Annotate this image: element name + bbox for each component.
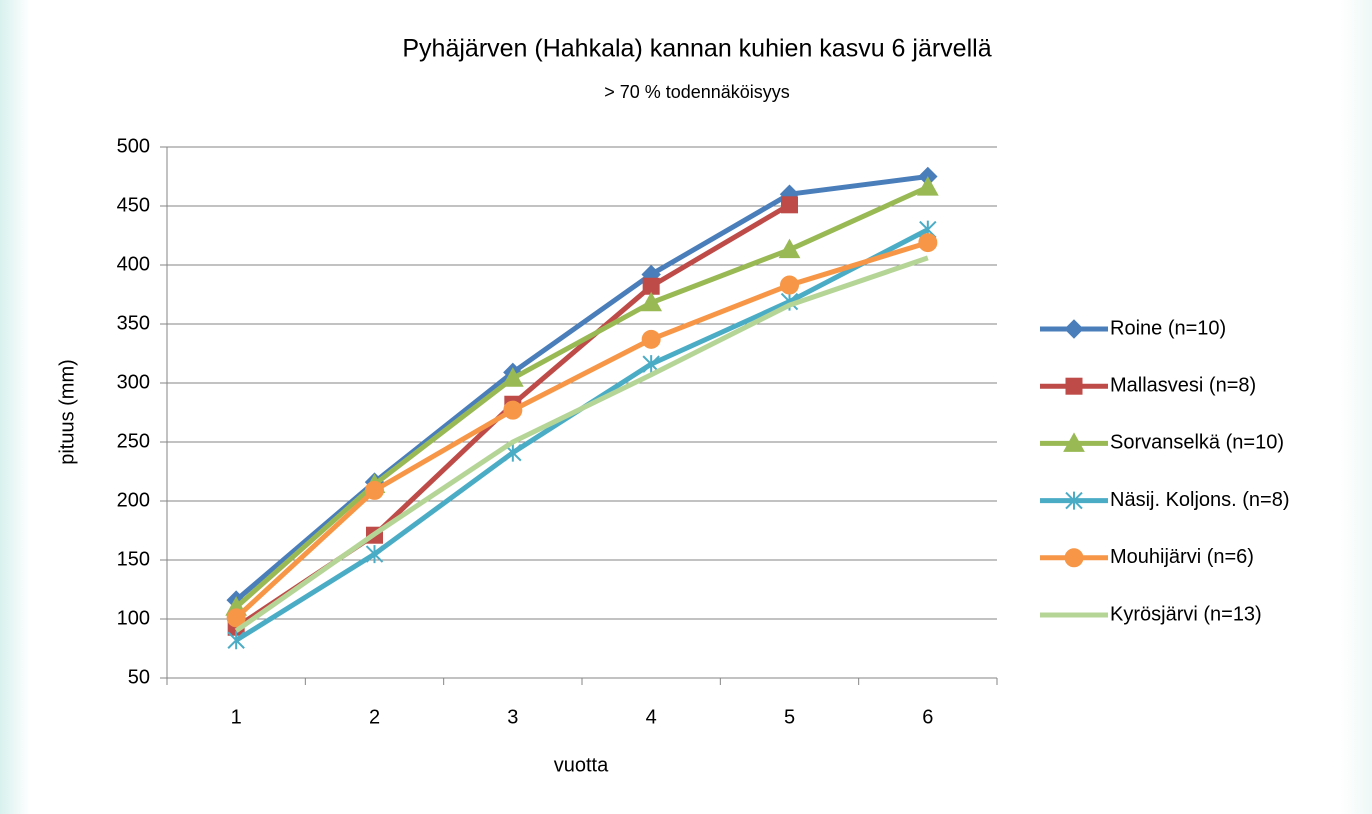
legend-label: Mallasvesi (n=8) xyxy=(1110,374,1256,396)
x-tick-label: 6 xyxy=(922,706,933,728)
legend-marker xyxy=(1064,548,1084,568)
series-line xyxy=(234,240,929,620)
y-tick-label: 100 xyxy=(117,607,150,629)
series-line xyxy=(234,174,929,603)
series-line xyxy=(234,184,929,610)
point-marker xyxy=(365,480,384,500)
chart-subtitle: > 70 % todennäköisyys xyxy=(604,82,790,102)
legend-label: Mouhijärvi (n=6) xyxy=(1110,546,1254,568)
y-tick-label: 250 xyxy=(117,430,150,452)
point-marker xyxy=(916,176,939,196)
x-tick-label: 5 xyxy=(784,706,795,728)
y-axis-label: pituus (mm) xyxy=(56,359,78,465)
point-marker xyxy=(641,329,661,349)
y-tick-label: 400 xyxy=(117,253,150,275)
point-marker xyxy=(918,233,938,253)
x-axis-label: vuotta xyxy=(554,754,609,776)
x-tick-label: 1 xyxy=(231,706,242,728)
point-marker xyxy=(503,400,523,420)
point-marker xyxy=(227,631,245,650)
legend-marker xyxy=(1064,319,1084,339)
y-tick-label: 150 xyxy=(117,548,150,570)
point-marker xyxy=(501,367,524,387)
y-tick-label: 200 xyxy=(117,489,150,511)
x-tick-label: 2 xyxy=(369,706,380,728)
legend-label: Sorvanselkä (n=10) xyxy=(1110,432,1284,454)
legend-label: Kyrösjärvi (n=13) xyxy=(1110,603,1262,625)
x-tick-label: 3 xyxy=(507,706,518,728)
legend-marker xyxy=(1063,432,1085,452)
chart-title: Pyhäjärven (Hahkala) kannan kuhien kasvu… xyxy=(402,35,991,63)
x-tick-label: 4 xyxy=(646,706,657,728)
point-marker xyxy=(226,608,246,628)
legend-label: Näsij. Koljons. (n=8) xyxy=(1110,489,1290,511)
y-tick-label: 350 xyxy=(117,312,150,334)
y-tick-label: 500 xyxy=(117,135,150,157)
legend-marker xyxy=(1065,377,1083,395)
legend-label: Roine (n=10) xyxy=(1110,317,1226,339)
point-marker xyxy=(781,196,798,214)
point-marker xyxy=(780,275,799,295)
y-tick-label: 300 xyxy=(117,371,150,393)
point-marker xyxy=(365,545,384,564)
series-line xyxy=(234,255,929,633)
y-tick-label: 450 xyxy=(117,194,150,216)
point-marker xyxy=(778,238,801,259)
legend-marker xyxy=(1065,491,1083,510)
point-marker xyxy=(640,291,663,312)
y-tick-label: 50 xyxy=(128,666,150,688)
